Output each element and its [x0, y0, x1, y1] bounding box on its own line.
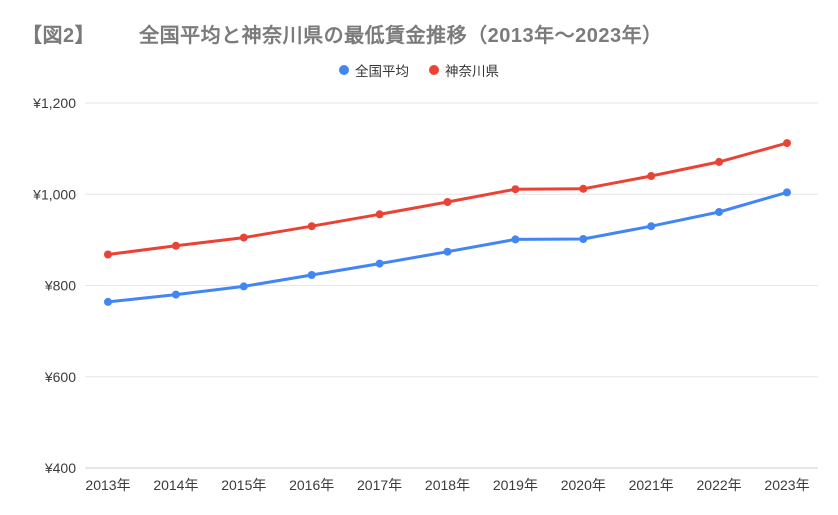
- svg-text:2013年: 2013年: [85, 477, 130, 493]
- legend-label-national-average: 全国平均: [355, 64, 409, 79]
- blue-series-dot-icon: [339, 65, 349, 75]
- legend-item-national-average: 全国平均: [339, 60, 409, 80]
- svg-text:¥600: ¥600: [44, 369, 76, 385]
- svg-text:¥1,200: ¥1,200: [32, 95, 76, 111]
- red-series-dot-icon: [429, 65, 439, 75]
- svg-text:¥800: ¥800: [44, 278, 76, 294]
- svg-text:2017年: 2017年: [357, 477, 402, 493]
- chart-legend: 全国平均 神奈川県: [0, 60, 838, 80]
- svg-text:2022年: 2022年: [697, 477, 742, 493]
- figure-number-tag: 【図2】: [22, 25, 96, 47]
- chart-title-row: 【図2】 全国平均と神奈川県の最低賃金推移（2013年～2023年）: [22, 19, 663, 48]
- svg-text:2014年: 2014年: [153, 477, 198, 493]
- svg-text:2023年: 2023年: [764, 477, 809, 493]
- svg-text:¥1,000: ¥1,000: [32, 186, 76, 202]
- svg-text:2020年: 2020年: [561, 477, 606, 493]
- legend-label-kanagawa: 神奈川県: [445, 64, 499, 79]
- svg-text:2019年: 2019年: [493, 477, 538, 493]
- svg-text:2018年: 2018年: [425, 477, 470, 493]
- svg-text:¥400: ¥400: [44, 460, 76, 476]
- svg-text:2021年: 2021年: [629, 477, 674, 493]
- chart-title: 全国平均と神奈川県の最低賃金推移（2013年～2023年）: [139, 25, 663, 47]
- legend-item-kanagawa: 神奈川県: [429, 60, 499, 80]
- svg-text:2015年: 2015年: [221, 477, 266, 493]
- svg-text:2016年: 2016年: [289, 477, 334, 493]
